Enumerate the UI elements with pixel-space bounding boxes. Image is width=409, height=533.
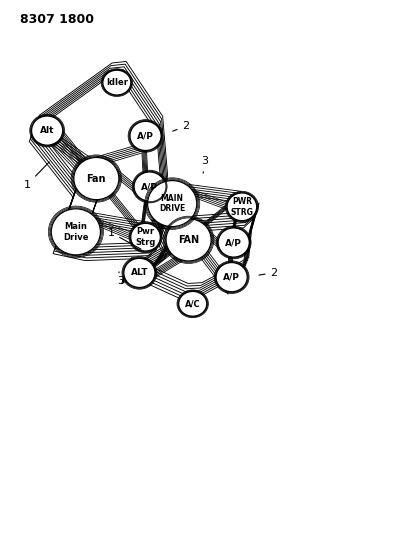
- Ellipse shape: [130, 122, 161, 150]
- Text: 1: 1: [107, 228, 141, 249]
- Ellipse shape: [166, 219, 211, 261]
- Ellipse shape: [130, 223, 160, 251]
- Text: Alt: Alt: [40, 126, 54, 135]
- Ellipse shape: [147, 181, 196, 227]
- Text: 8307 1800: 8307 1800: [20, 13, 94, 26]
- Text: FAN: FAN: [178, 235, 199, 245]
- Text: MAIN
DRIVE: MAIN DRIVE: [159, 194, 185, 213]
- Text: Idler: Idler: [106, 78, 128, 87]
- Ellipse shape: [103, 70, 130, 95]
- Ellipse shape: [218, 228, 249, 257]
- Text: A/P: A/P: [137, 132, 154, 140]
- Ellipse shape: [51, 209, 100, 255]
- Ellipse shape: [216, 263, 247, 292]
- Ellipse shape: [31, 116, 63, 145]
- Text: A/P: A/P: [222, 273, 240, 281]
- Text: 2: 2: [258, 268, 277, 278]
- Text: ALT: ALT: [130, 269, 148, 277]
- Text: PWR
STRG: PWR STRG: [230, 197, 253, 216]
- Text: 3: 3: [200, 156, 207, 173]
- Ellipse shape: [134, 172, 165, 201]
- Ellipse shape: [178, 292, 206, 316]
- Text: 2: 2: [172, 121, 189, 131]
- Ellipse shape: [74, 157, 119, 200]
- Text: A/P: A/P: [225, 238, 242, 247]
- Text: Fan: Fan: [86, 174, 106, 183]
- Text: 3: 3: [117, 272, 124, 286]
- Text: Main
Drive: Main Drive: [63, 222, 88, 241]
- Text: A/P: A/P: [141, 182, 158, 191]
- Text: A/C: A/C: [184, 300, 200, 308]
- Text: 1: 1: [24, 162, 49, 190]
- Ellipse shape: [124, 259, 155, 287]
- Text: Pwr
Strg: Pwr Strg: [135, 228, 155, 247]
- Ellipse shape: [227, 193, 256, 221]
